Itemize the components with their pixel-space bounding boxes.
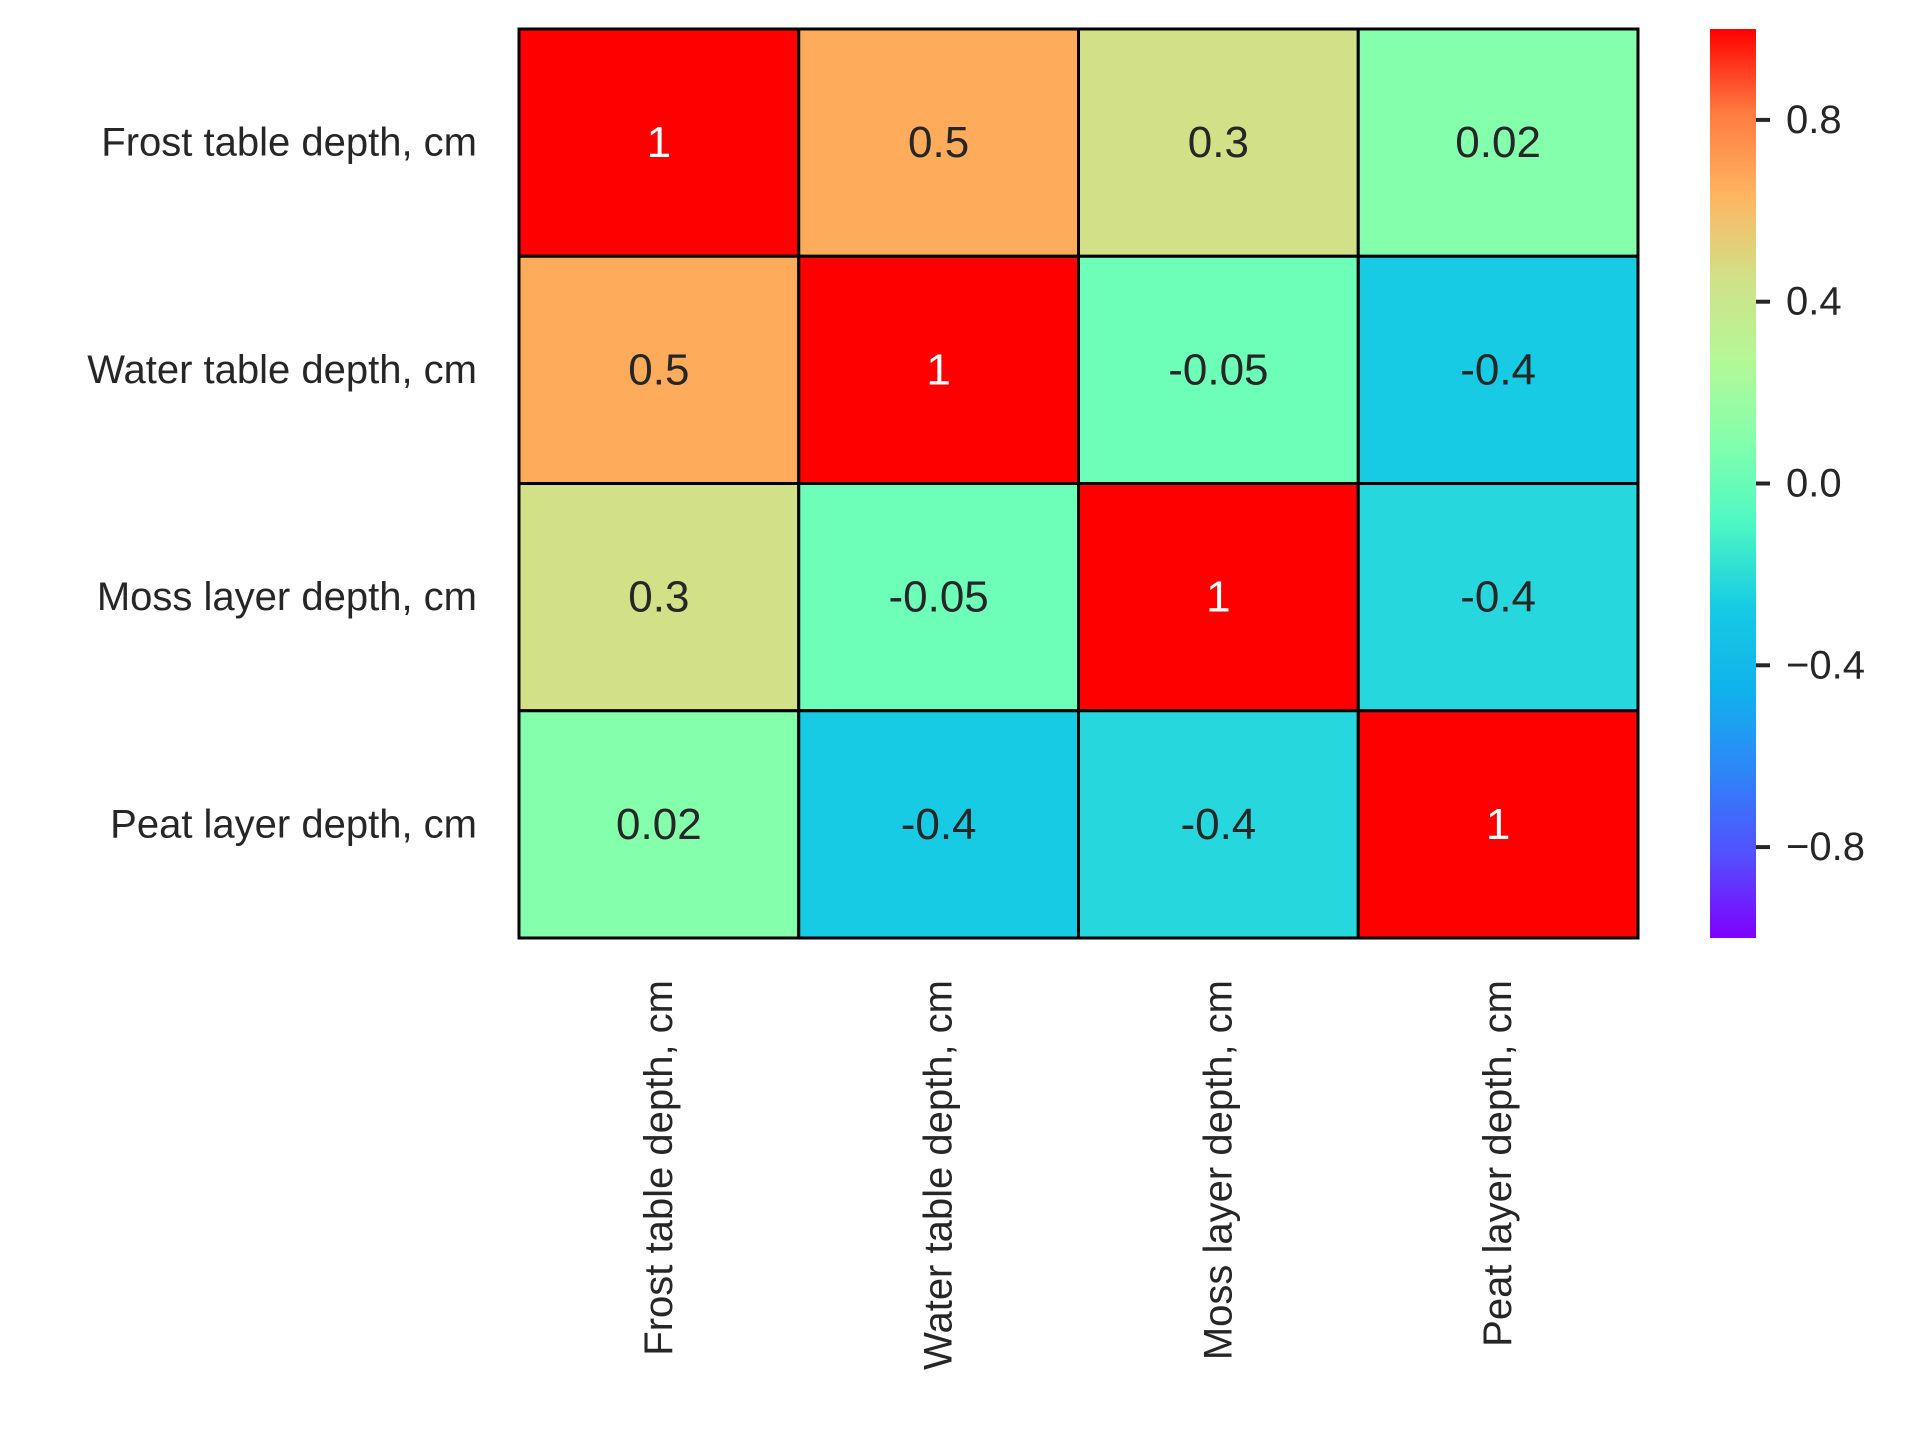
colorbar-tick-label: 0.4 [1786, 280, 1842, 324]
heatmap-cell [517, 709, 801, 940]
colorbar-tick-label: −0.4 [1786, 643, 1865, 687]
cell-value-label: -0.4 [901, 800, 977, 849]
cell-value-label: -0.4 [1460, 573, 1536, 622]
y-axis-tick-labels: Frost table depth, cm Water table depth, … [87, 121, 477, 847]
heatmap-cell [797, 482, 1080, 713]
cell-value-label: 0.5 [628, 345, 689, 394]
colorbar-tick-label: 0.8 [1786, 98, 1842, 142]
heatmap-cell-labels: 1 0.5 0.3 0.02 0.5 1 -0.05 -0.4 0.3 -0.05 1 -0.4 0.0… [616, 118, 1541, 849]
heatmap-cell [797, 27, 1080, 258]
cell-value-label: 0.02 [616, 800, 702, 849]
y-tick-label: Moss layer depth, cm [97, 575, 477, 619]
x-tick-label: Peat layer depth, cm [1476, 980, 1520, 1347]
cell-value-label: -0.05 [888, 573, 988, 622]
cell-value-label: -0.05 [1168, 345, 1268, 394]
heatmap-cell [1356, 709, 1640, 940]
colorbar-tick-label: 0.0 [1786, 462, 1842, 506]
cell-value-label: 1 [647, 118, 671, 167]
heatmap-cell [1356, 482, 1640, 713]
cell-value-label: 1 [926, 345, 950, 394]
cell-value-label: 1 [1206, 573, 1230, 622]
x-tick-label: Moss layer depth, cm [1196, 980, 1240, 1360]
x-axis-tick-labels: Frost table depth, cm Water table depth, … [637, 980, 1520, 1370]
y-tick-label: Frost table depth, cm [101, 121, 477, 165]
cell-value-label: -0.4 [1180, 800, 1256, 849]
cell-value-label: 0.3 [1188, 118, 1249, 167]
cell-value-label: 0.02 [1455, 118, 1541, 167]
cell-value-label: -0.4 [1460, 345, 1536, 394]
x-tick-label: Water table depth, cm [917, 980, 961, 1370]
cell-value-label: 0.5 [908, 118, 969, 167]
y-tick-label: Peat layer depth, cm [110, 802, 477, 846]
y-tick-label: Water table depth, cm [87, 348, 477, 392]
colorbar: 0.8 0.4 0.0 −0.4 −0.8 [1710, 29, 1865, 938]
cell-value-label: 0.3 [628, 573, 689, 622]
colorbar-gradient [1710, 29, 1756, 938]
heatmap-cell [797, 709, 1080, 940]
colorbar-tick-label: −0.8 [1786, 825, 1865, 869]
x-tick-label: Frost table depth, cm [637, 980, 681, 1356]
heatmap-cells [517, 27, 1640, 940]
cell-value-label: 1 [1486, 800, 1510, 849]
heatmap-cell [797, 254, 1080, 485]
heatmap-cell [1356, 254, 1640, 485]
heatmap-cell [1356, 27, 1640, 258]
heatmap-cell [517, 27, 801, 258]
heatmap-cell [517, 254, 801, 485]
heatmap-cell [1077, 27, 1360, 258]
